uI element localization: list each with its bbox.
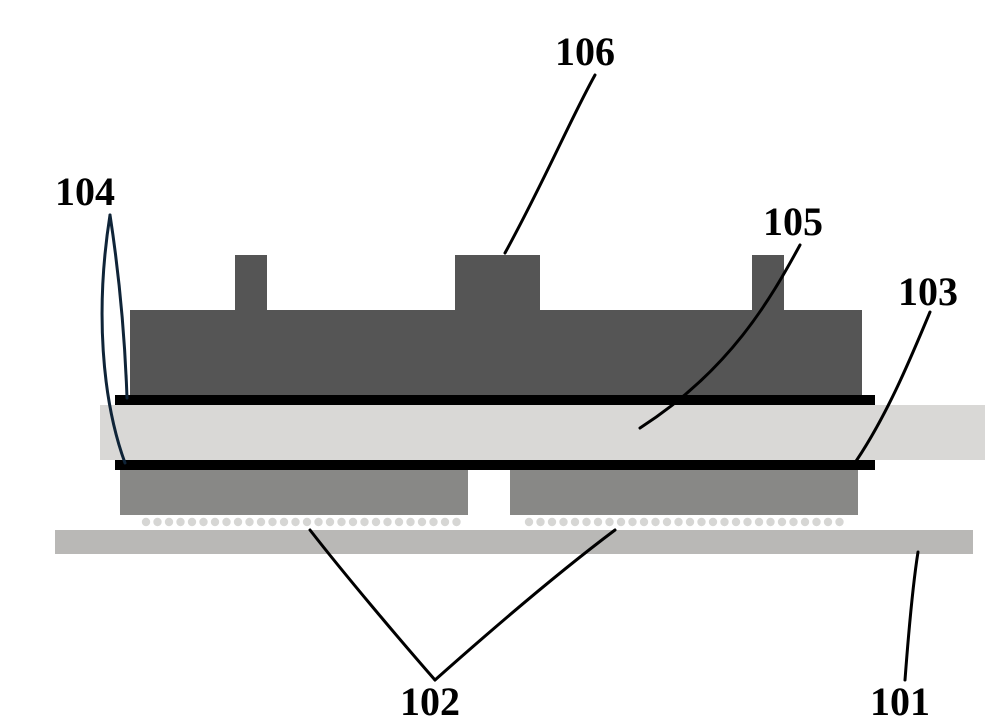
leader-l101 <box>905 552 918 680</box>
bump-102 <box>199 518 207 526</box>
bump-102 <box>280 518 288 526</box>
bump-102 <box>755 518 763 526</box>
bump-102 <box>303 518 311 526</box>
bump-102 <box>372 518 380 526</box>
bump-102 <box>732 518 740 526</box>
bump-102 <box>605 518 613 526</box>
bump-102 <box>291 518 299 526</box>
label-103: 103 <box>898 269 958 314</box>
layer-105 <box>100 405 985 460</box>
bump-102 <box>709 518 717 526</box>
label-101: 101 <box>870 679 930 724</box>
bump-102 <box>548 518 556 526</box>
bump-102 <box>257 518 265 526</box>
label-104: 104 <box>55 169 115 214</box>
bump-102 <box>766 518 774 526</box>
bump-102 <box>395 518 403 526</box>
bump-102 <box>824 518 832 526</box>
bump-102 <box>360 518 368 526</box>
bump-102 <box>234 518 242 526</box>
leader-l106 <box>505 75 595 253</box>
bump-102 <box>559 518 567 526</box>
label-106: 106 <box>555 29 615 74</box>
bump-102 <box>383 518 391 526</box>
bump-102 <box>165 518 173 526</box>
layer-106-peg-center <box>455 255 540 310</box>
bump-102 <box>594 518 602 526</box>
bump-102 <box>211 518 219 526</box>
diagram-canvas: 106 105 104 103 102 101 <box>0 0 1000 728</box>
layer-103-left <box>120 470 468 515</box>
bump-102 <box>314 518 322 526</box>
layer-101-substrate <box>55 530 973 554</box>
label-105: 105 <box>763 199 823 244</box>
bump-102 <box>835 518 843 526</box>
bump-102 <box>571 518 579 526</box>
bump-102 <box>617 518 625 526</box>
bump-102 <box>812 518 820 526</box>
layer-106-peg-left <box>235 255 267 310</box>
bump-102 <box>222 518 230 526</box>
leader-l104_upper <box>110 215 127 398</box>
layer-103-right <box>510 470 858 515</box>
bump-102 <box>697 518 705 526</box>
bump-102 <box>429 518 437 526</box>
bump-102 <box>525 518 533 526</box>
bump-102 <box>337 518 345 526</box>
bump-102 <box>789 518 797 526</box>
bump-102 <box>406 518 414 526</box>
diagram-shapes <box>55 255 985 554</box>
bump-102 <box>176 518 184 526</box>
bump-102 <box>536 518 544 526</box>
bump-102 <box>349 518 357 526</box>
bump-102 <box>674 518 682 526</box>
bump-102 <box>628 518 636 526</box>
line-104-lower <box>115 460 875 470</box>
bump-102 <box>663 518 671 526</box>
bump-102 <box>441 518 449 526</box>
line-104-upper <box>115 395 875 405</box>
label-102: 102 <box>400 679 460 724</box>
bump-102 <box>778 518 786 526</box>
bump-102 <box>582 518 590 526</box>
bump-102 <box>142 518 150 526</box>
bump-102 <box>452 518 460 526</box>
bump-102 <box>686 518 694 526</box>
bump-102 <box>326 518 334 526</box>
bump-102 <box>720 518 728 526</box>
bump-102 <box>801 518 809 526</box>
bump-102 <box>245 518 253 526</box>
bump-102 <box>153 518 161 526</box>
bump-102 <box>743 518 751 526</box>
bump-102 <box>640 518 648 526</box>
bump-102 <box>268 518 276 526</box>
bump-102 <box>651 518 659 526</box>
bump-102 <box>188 518 196 526</box>
bump-102 <box>418 518 426 526</box>
